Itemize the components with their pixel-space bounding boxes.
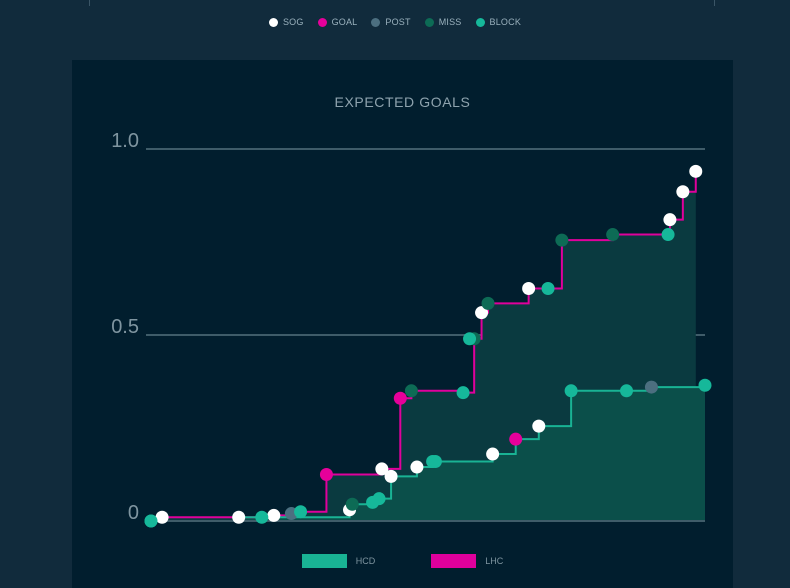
shot-marker-lhc-sog [663, 213, 677, 227]
shot-marker-hcd-miss [345, 497, 359, 511]
shot-marker-lhc-block [294, 505, 308, 519]
shot-marker-lhc-miss [606, 228, 620, 242]
y-tick-label: 1.0 [111, 130, 139, 152]
shot-marker-hcd-block [144, 514, 158, 528]
legend-miss-label: MISS [438, 17, 462, 27]
shot-marker-lhc-sog [155, 510, 169, 524]
shot-marker-lhc-block [661, 228, 675, 242]
shot-marker-hcd-block [698, 378, 712, 392]
legend-hcd[interactable]: HCD [301, 554, 376, 568]
top-left-tick [89, 0, 90, 6]
post-dot-icon [371, 17, 381, 27]
y-tick-label: 0.5 [111, 316, 139, 338]
miss-dot-icon [424, 17, 434, 27]
shot-marker-hcd-sog [486, 447, 500, 461]
shot-marker-lhc-block [541, 282, 555, 295]
shot-marker-hcd-block [620, 384, 634, 398]
shot-marker-hcd-post [644, 380, 658, 394]
legend-block[interactable]: BLOCK [475, 17, 522, 27]
hcd-swatch [301, 554, 347, 568]
shot-marker-lhc-goal [393, 391, 407, 405]
shot-marker-lhc-goal [319, 468, 333, 481]
shot-marker-lhc-block [463, 332, 477, 346]
shot-marker-lhc-miss [481, 296, 495, 310]
y-tick-label: 0 [128, 502, 139, 524]
lhc-swatch [431, 554, 477, 568]
legend-lhc[interactable]: LHC [431, 554, 503, 568]
shot-marker-lhc-sog [676, 185, 690, 199]
expected-goals-chart: 0 0.5 1.0 [111, 130, 712, 528]
shot-marker-lhc-sog [375, 462, 389, 476]
legend-miss[interactable]: MISS [424, 17, 462, 27]
shot-marker-hcd-sog [410, 460, 424, 474]
legend-block-label: BLOCK [489, 17, 522, 27]
goal-dot-icon [317, 17, 327, 27]
shot-marker-lhc-sog [689, 164, 703, 178]
shot-type-legend: SOG GOAL POST MISS BLOCK [0, 17, 790, 27]
shot-marker-hcd-block [564, 384, 578, 398]
chart-title: EXPECTED GOALS [334, 94, 471, 110]
block-dot-icon [475, 17, 485, 27]
shot-marker-lhc-sog [267, 508, 281, 522]
legend-lhc-label: LHC [485, 556, 504, 566]
shot-marker-lhc-sog [522, 282, 536, 295]
expected-goals-panel: EXPECTED GOALS 0 0.5 1.0 HCD LHC [72, 60, 733, 588]
legend-goal[interactable]: GOAL [317, 17, 358, 27]
shot-marker-hcd-block [255, 510, 269, 524]
legend-sog-label: SOG [282, 17, 304, 27]
shot-marker-hcd-sog [384, 469, 398, 483]
legend-sog[interactable]: SOG [268, 17, 304, 27]
legend-hcd-label: HCD [355, 556, 376, 566]
shot-marker-hcd-sog [232, 510, 246, 524]
shot-marker-lhc-miss [404, 384, 418, 398]
team-legend: HCD LHC [72, 554, 733, 568]
legend-goal-label: GOAL [331, 17, 358, 27]
shot-marker-hcd-sog [532, 419, 546, 433]
sog-dot-icon [268, 17, 278, 27]
shot-marker-hcd-block [428, 454, 442, 468]
legend-post-label: POST [385, 17, 411, 27]
shot-marker-hcd-goal [509, 432, 523, 446]
area-hcd [151, 385, 705, 521]
shot-marker-hcd-block [372, 492, 386, 506]
shot-marker-lhc-miss [555, 233, 569, 247]
top-right-tick [714, 0, 715, 6]
shot-marker-lhc-sog [475, 306, 489, 320]
shot-marker-lhc-block [456, 386, 470, 400]
legend-post[interactable]: POST [371, 17, 411, 27]
